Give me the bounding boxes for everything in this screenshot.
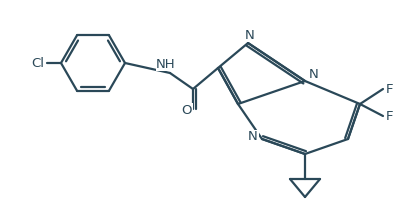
Text: F: F (385, 83, 393, 96)
Text: N: N (247, 130, 257, 143)
Text: NH: NH (156, 58, 175, 70)
Text: Cl: Cl (31, 57, 45, 69)
Text: F: F (385, 110, 393, 123)
Text: O: O (181, 104, 192, 116)
Text: N: N (245, 28, 254, 42)
Text: N: N (308, 68, 318, 81)
